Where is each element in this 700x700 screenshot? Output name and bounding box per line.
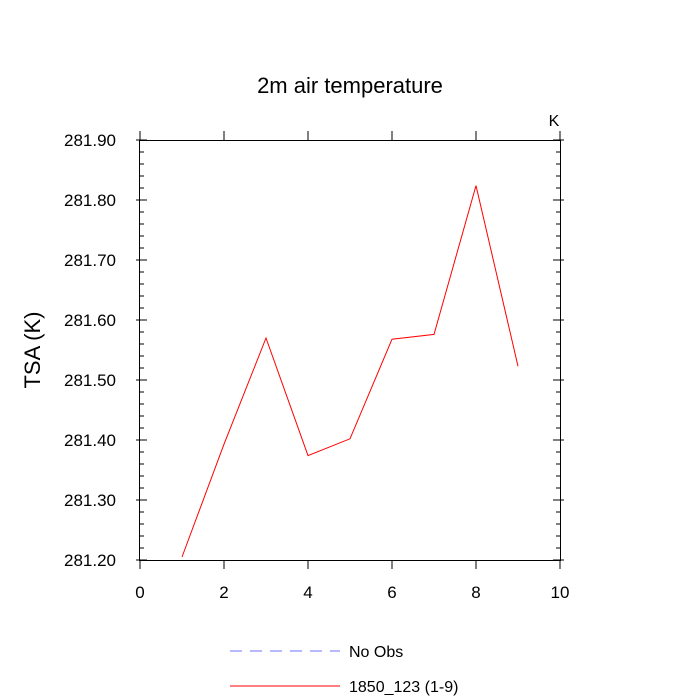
x-tick-label: 4 bbox=[303, 583, 312, 602]
series-line bbox=[181, 185, 519, 558]
y-tick-label: 281.80 bbox=[64, 191, 116, 210]
x-tick-label: 6 bbox=[387, 583, 396, 602]
legend-label: No Obs bbox=[349, 644, 403, 661]
series-layer bbox=[181, 185, 519, 558]
y-tick-label: 281.40 bbox=[64, 431, 116, 450]
legend: No Obs 1850_123 (1-9) bbox=[230, 644, 458, 696]
chart-title: 2m air temperature bbox=[257, 73, 443, 98]
y-tick-label: 281.30 bbox=[64, 491, 116, 510]
y-tick-label: 281.50 bbox=[64, 371, 116, 390]
y-axis-label: TSA (K) bbox=[20, 311, 45, 388]
y-tick-label: 281.90 bbox=[64, 131, 116, 150]
units-label: K bbox=[549, 113, 560, 130]
legend-label: 1850_123 (1-9) bbox=[349, 679, 458, 696]
y-tick-label: 281.60 bbox=[64, 311, 116, 330]
y-tick-label: 281.70 bbox=[64, 251, 116, 270]
plot-frame bbox=[139, 140, 561, 561]
x-tick-label: 2 bbox=[219, 583, 228, 602]
y-tick-label: 281.20 bbox=[64, 551, 116, 570]
x-tick-label: 8 bbox=[471, 583, 480, 602]
axis-ticks: 0 2 4 6 8 10 281.20 281.30 281.40 281.50 281.60 281… bbox=[64, 131, 569, 602]
x-tick-label: 10 bbox=[551, 583, 570, 602]
x-tick-label: 0 bbox=[135, 583, 144, 602]
